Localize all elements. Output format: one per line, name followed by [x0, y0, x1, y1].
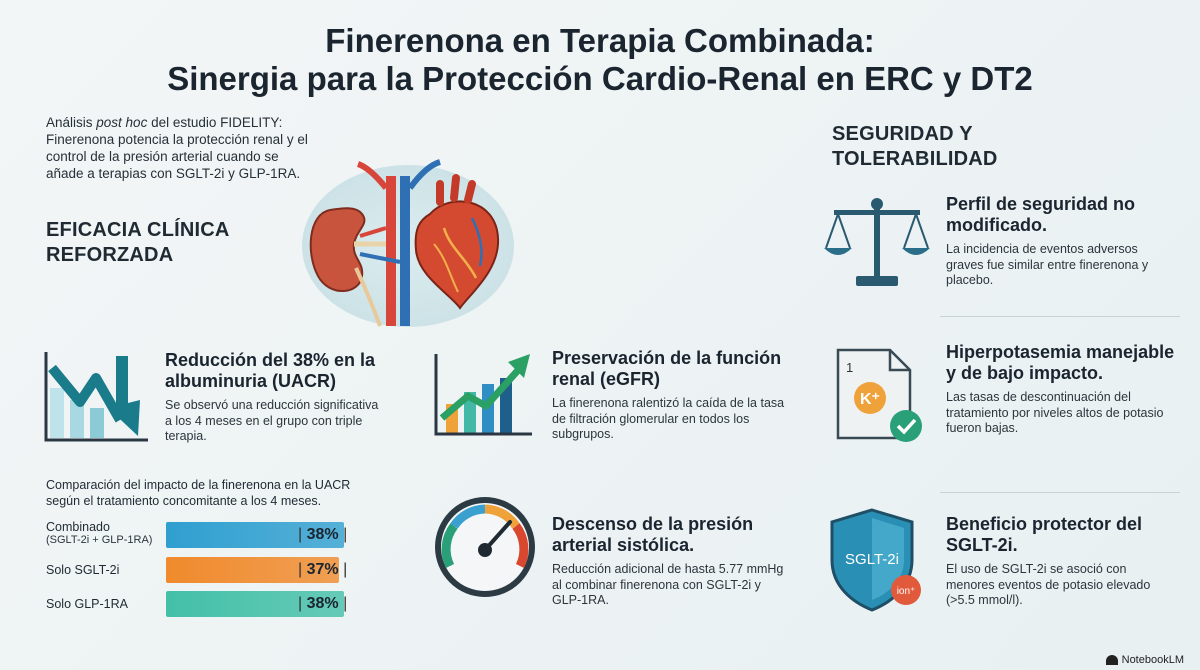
- card-title: Descenso de la presión arterial sistólic…: [552, 514, 754, 555]
- intro-text: Análisis post hoc del estudio FIDELITY: …: [46, 114, 316, 182]
- balance-scale-icon: [824, 198, 930, 286]
- declining-chart-icon: [44, 352, 148, 442]
- card-title: Perfil de seguridad no modificado.: [946, 194, 1136, 235]
- title-line-1: Finerenona en Terapia Combinada:: [325, 22, 875, 59]
- bar-value-label: | 38% |: [298, 595, 348, 612]
- card-text: La incidencia de eventos adversos graves…: [946, 242, 1149, 287]
- svg-text:ion⁺: ion⁺: [897, 586, 916, 597]
- shield-icon: SGLT-2i ion⁺: [830, 508, 921, 612]
- card-text: Las tasas de descontinuación del tratami…: [946, 390, 1164, 435]
- svg-text:1: 1: [846, 360, 853, 375]
- divider: [940, 492, 1180, 493]
- notebooklm-logo-icon: [1105, 655, 1118, 665]
- bar-solo-glp1ra: [166, 591, 344, 617]
- safety-heading-line-2: TOLERABILIDAD: [832, 148, 998, 170]
- intro-rest: del estudio FIDELITY: Finerenona potenci…: [46, 115, 308, 181]
- bar-solo-sglt2i: [166, 557, 339, 583]
- intro-emphasis: post hoc: [96, 115, 148, 130]
- efficacy-card-albuminuria: Reducción del 38% en la albuminuria (UAC…: [165, 350, 385, 445]
- card-text: El uso de SGLT-2i se asoció con menores …: [946, 562, 1151, 607]
- bar-combinado: [166, 522, 344, 548]
- safety-heading: SEGURIDAD Y TOLERABILIDAD: [832, 122, 998, 172]
- card-title: Hiperpotasemia manejable y de bajo impac…: [946, 342, 1175, 383]
- potassium-document-icon: 1 K⁺: [836, 348, 922, 442]
- card-text: Se observó una reducción significativa a…: [165, 398, 379, 443]
- page-title: Finerenona en Terapia Combinada: Sinergi…: [0, 22, 1200, 98]
- bar-value-label: | 37% |: [298, 561, 348, 578]
- bar-category-label: Solo SGLT-2i: [46, 563, 120, 577]
- safety-card-sglt2i: Beneficio protector del SGLT-2i. El uso …: [946, 514, 1176, 609]
- brand: NotebookLM: [1105, 654, 1184, 666]
- intro-prefix: Análisis: [46, 115, 97, 130]
- card-text: Reducción adicional de hasta 5.77 mmHg a…: [552, 562, 784, 607]
- divider: [940, 316, 1180, 317]
- rising-chart-icon: [434, 354, 532, 436]
- safety-card-profile: Perfil de seguridad no modificado. La in…: [946, 194, 1166, 289]
- safety-card-hyperkalemia: Hiperpotasemia manejable y de bajo impac…: [946, 342, 1176, 437]
- card-title: Preservación de la función renal (eGFR): [552, 348, 782, 389]
- card-text: La finerenona ralentizó la caída de la t…: [552, 396, 785, 441]
- efficacy-heading-line-2: REFORZADA: [46, 244, 174, 266]
- svg-text:SGLT-2i: SGLT-2i: [845, 551, 899, 568]
- card-title: Reducción del 38% en la albuminuria (UAC…: [165, 350, 376, 391]
- safety-heading-line-1: SEGURIDAD Y: [832, 123, 973, 145]
- efficacy-heading: EFICACIA CLÍNICA REFORZADA: [46, 218, 230, 268]
- bar-category-label: Combinado (SGLT-2i + GLP-1RA): [46, 520, 153, 546]
- gauge-icon: [435, 497, 535, 597]
- bar-category-label: Solo GLP-1RA: [46, 597, 128, 611]
- efficacy-card-blood-pressure: Descenso de la presión arterial sistólic…: [552, 514, 792, 609]
- chart-title: Comparación del impacto de la finerenona…: [46, 478, 351, 508]
- card-title: Beneficio protector del SGLT-2i.: [946, 514, 1143, 555]
- kidney-heart-illustration: [309, 159, 500, 327]
- efficacy-heading-line-1: EFICACIA CLÍNICA: [46, 219, 230, 241]
- brand-name: NotebookLM: [1121, 654, 1184, 666]
- title-line-2: Sinergia para la Protección Cardio-Renal…: [167, 60, 1033, 97]
- svg-text:K⁺: K⁺: [860, 391, 880, 408]
- uacr-bar-chart: Combinado (SGLT-2i + GLP-1RA) Solo SGLT-…: [46, 520, 376, 620]
- efficacy-card-egfr: Preservación de la función renal (eGFR) …: [552, 348, 792, 443]
- bar-value-label: | 38% |: [298, 526, 348, 543]
